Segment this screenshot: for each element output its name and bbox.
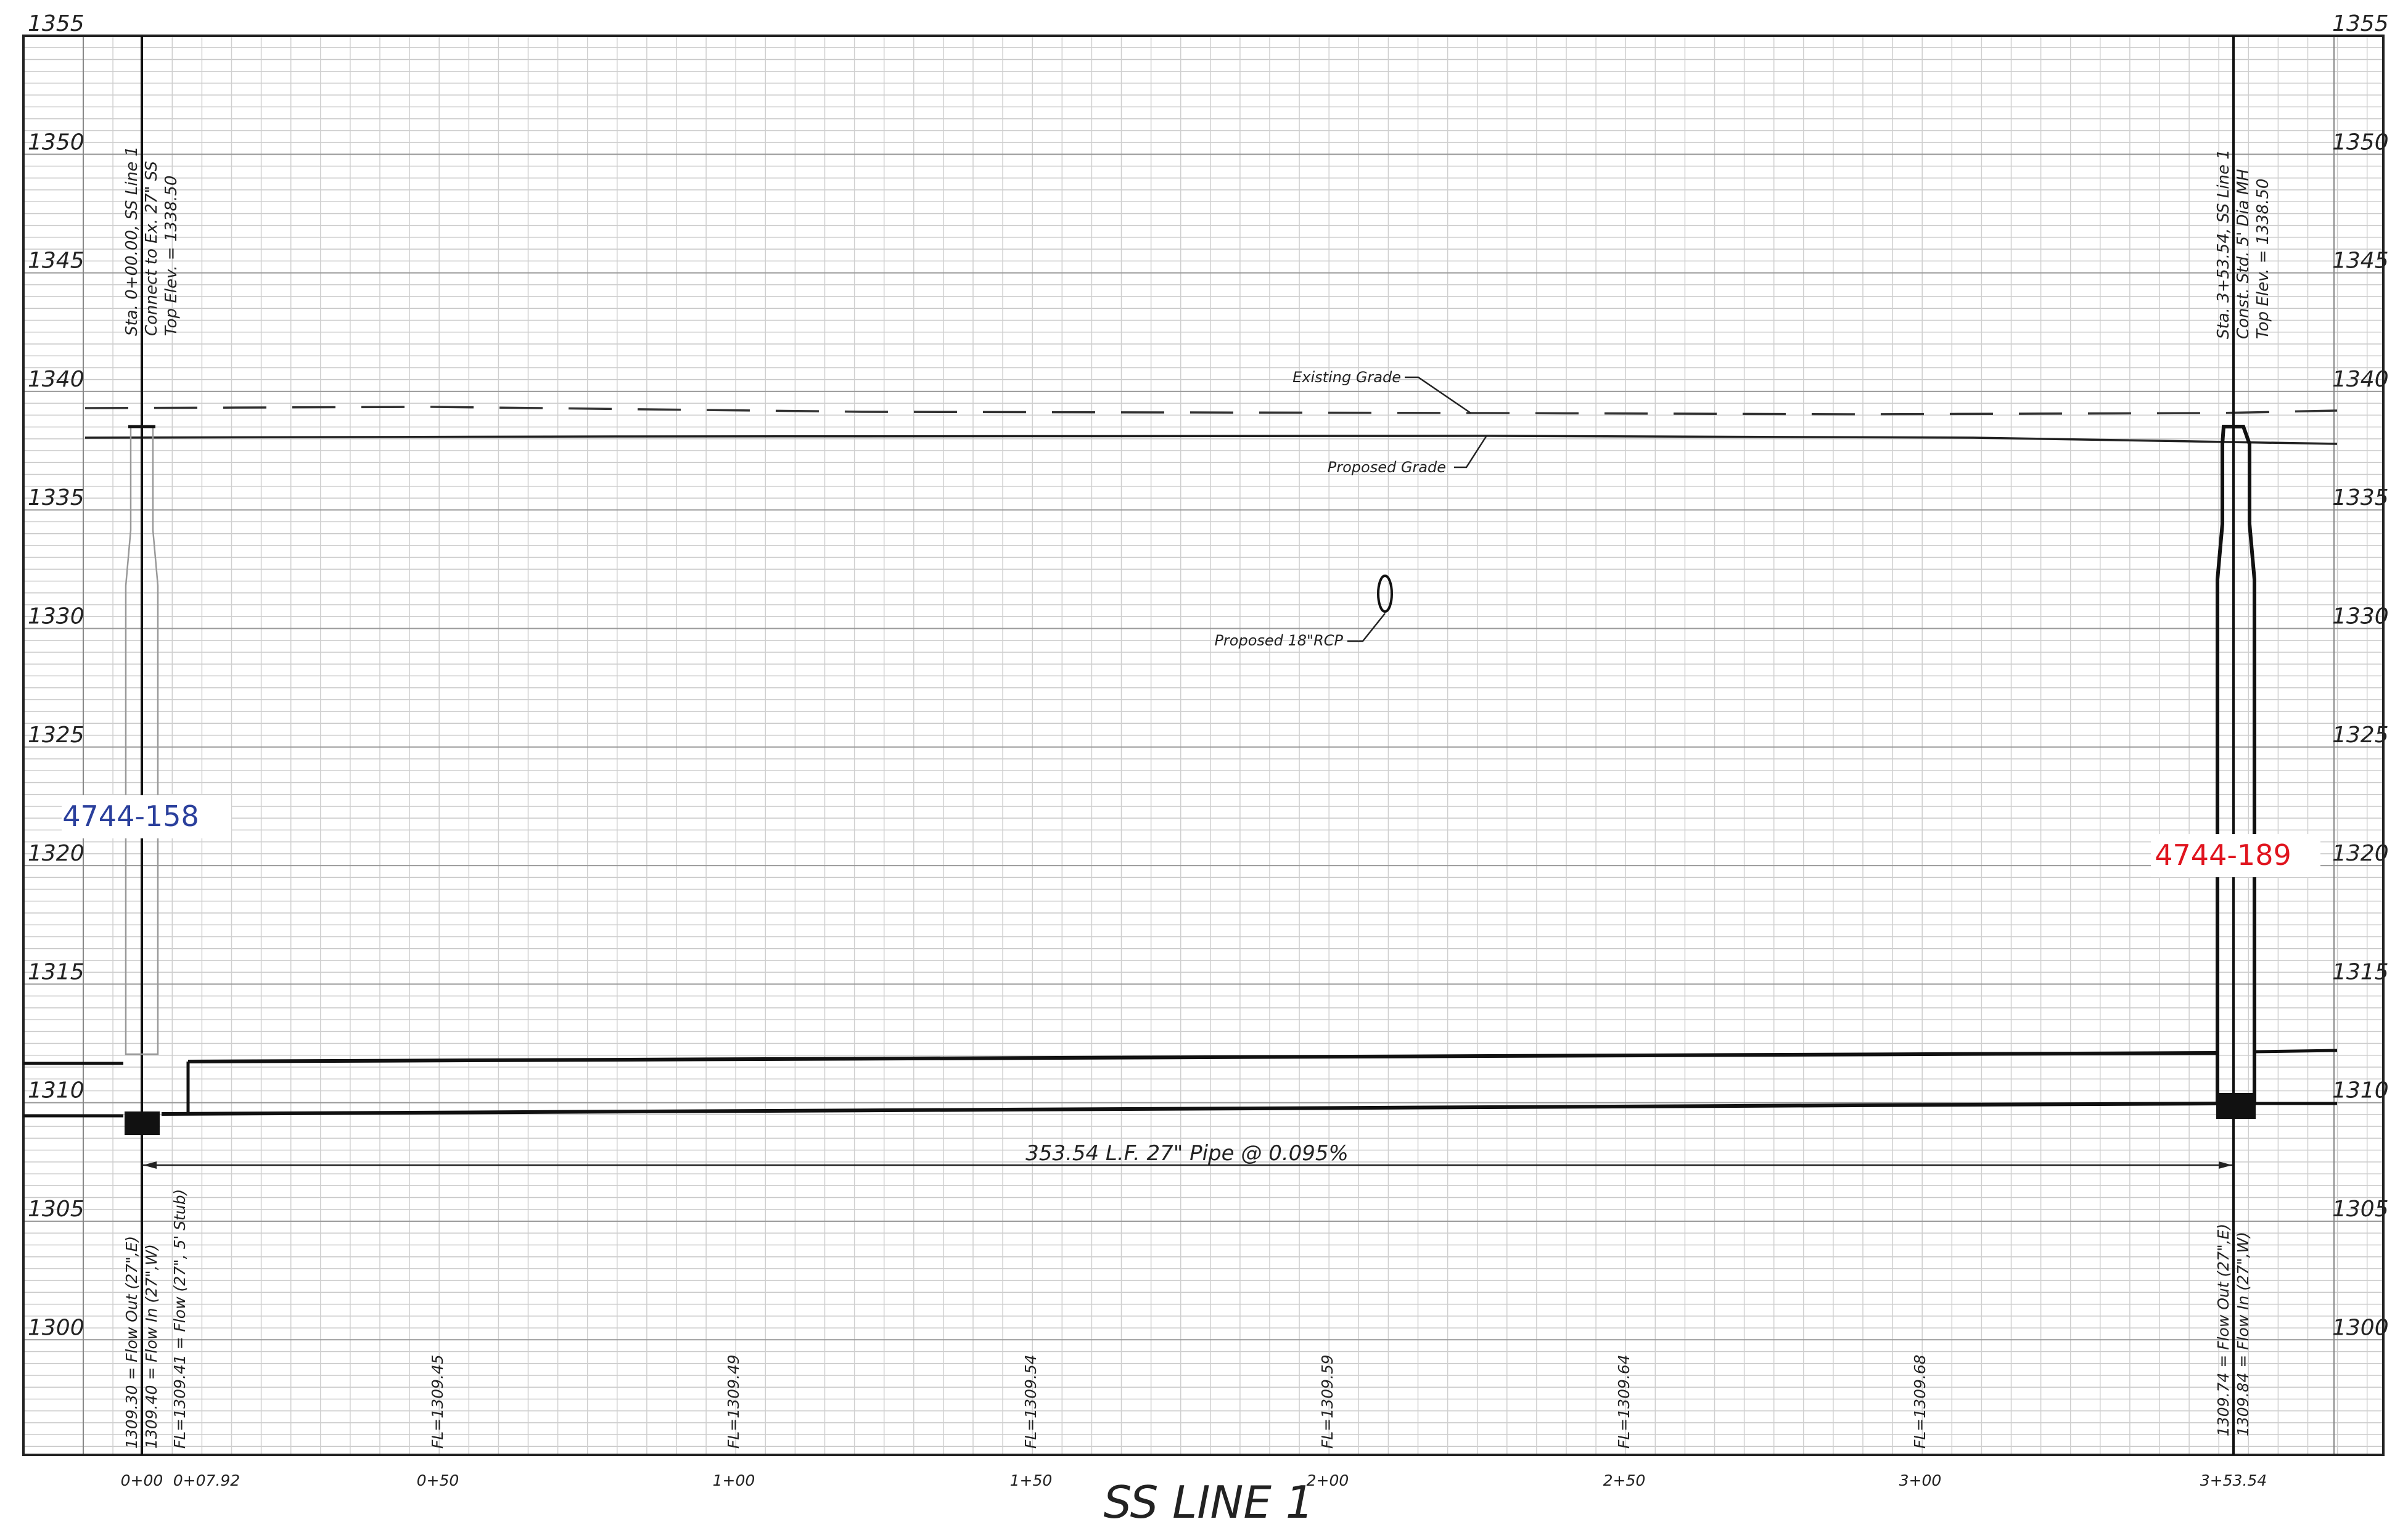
drawing-frame — [22, 35, 2385, 1456]
elevation-label-left: 1350 — [28, 129, 84, 155]
start-structure-bottom-notes: 1309.30 = Flow Out (27",E) 1309.40 = Flo… — [123, 1189, 189, 1449]
elevation-label-right: 1305 — [2332, 1197, 2389, 1222]
elevation-label-right: 1340 — [2332, 367, 2389, 392]
flowline-labels: FL=1309.45 FL=1309.49 FL=1309.54 FL=1309.59… — [429, 1354, 1929, 1449]
elevation-label-right: 1350 — [2332, 129, 2389, 155]
elevation-label-right: 1335 — [2332, 485, 2389, 510]
sheet-ref-left: 4744-158 — [62, 800, 199, 833]
end-structure-bottom-notes: 1309.74 = Flow Out (27",E) 1309.84 = Flo… — [2214, 1224, 2252, 1436]
svg-text:Sta. 3+53.54, SS Line 1: Sta. 3+53.54, SS Line 1 — [2214, 149, 2233, 339]
sheet-ref-right-bg — [2151, 834, 2320, 877]
station-label: 2+00 — [1307, 1472, 1349, 1489]
elevation-label-right: 1330 — [2332, 604, 2389, 629]
svg-text:1309.30 = Flow Out (27",E): 1309.30 = Flow Out (27",E) — [123, 1236, 141, 1449]
proposed-grade-label: Proposed Grade — [1328, 459, 1446, 476]
flowline-label: FL=1309.59 — [1318, 1354, 1336, 1449]
proposed-rcp-label: Proposed 18"RCP — [1214, 632, 1343, 649]
elevation-label-left: 1340 — [28, 367, 84, 392]
flowline-label: FL=1309.49 — [725, 1354, 742, 1449]
elevation-label-left: 1335 — [28, 485, 84, 510]
station-axis: 0+00 0+07.92 0+50 1+00 1+50 2+00 2+50 3+00 3+53.… — [121, 1472, 2267, 1489]
station-label: 3+00 — [1899, 1472, 1942, 1489]
station-label: 2+50 — [1603, 1472, 1646, 1489]
elevation-label-right: 1315 — [2332, 959, 2389, 984]
proposed-grade-line — [84, 435, 2338, 445]
station-label: 1+00 — [713, 1472, 755, 1489]
elevation-label-left: 1325 — [28, 722, 84, 748]
elevation-label-left: 1300 — [28, 1315, 84, 1340]
elevation-label-left: 1305 — [28, 1197, 84, 1222]
flowline-label: FL=1309.68 — [1911, 1354, 1929, 1449]
svg-text:1309.40 = Flow In (27",W): 1309.40 = Flow In (27",W) — [142, 1244, 160, 1449]
elevation-label-right: 1355 — [2332, 11, 2389, 36]
svg-text:Connect to Ex. 27" SS: Connect to Ex. 27" SS — [142, 161, 161, 336]
sheet-ref-left-bg — [62, 795, 231, 838]
elevation-label-left: 1320 — [28, 841, 84, 866]
station-label: 1+50 — [1010, 1472, 1053, 1489]
svg-text:Top Elev. = 1338.50: Top Elev. = 1338.50 — [162, 176, 181, 336]
elevation-label-right: 1300 — [2332, 1315, 2389, 1340]
flowline-label: FL=1309.54 — [1022, 1354, 1040, 1449]
elevation-label-left: 1355 — [28, 11, 84, 36]
svg-text:Sta. 0+00.00, SS Line 1: Sta. 0+00.00, SS Line 1 — [123, 146, 141, 336]
station-label: 0+07.92 — [173, 1472, 240, 1489]
elevation-label-right: 1320 — [2332, 841, 2389, 866]
end-structure-top-notes: Sta. 3+53.54, SS Line 1 Const. Std. 5' D… — [2214, 149, 2272, 339]
svg-text:Const. Std. 5' Dia MH: Const. Std. 5' Dia MH — [2234, 169, 2253, 339]
station-label: 0+00 — [121, 1472, 163, 1489]
pipe-27in — [23, 1049, 2338, 1118]
end-invert-block — [2216, 1093, 2256, 1119]
station-label: 3+53.54 — [2200, 1472, 2267, 1489]
elevation-label-right: 1345 — [2332, 248, 2389, 274]
svg-text:1309.84 = Flow In (27",W): 1309.84 = Flow In (27",W) — [2234, 1232, 2252, 1436]
start-structure — [125, 36, 160, 1455]
existing-grade-line — [84, 406, 2338, 415]
drawing-title: SS LINE 1 — [1103, 1476, 1313, 1528]
elevation-label-left: 1345 — [28, 248, 84, 274]
end-structure — [2216, 36, 2256, 1455]
existing-grade-label: Existing Grade — [1292, 369, 1401, 386]
elevation-label-left: 1315 — [28, 959, 84, 984]
flowline-label: FL=1309.64 — [1615, 1354, 1633, 1449]
svg-text:1309.74 = Flow Out (27",E): 1309.74 = Flow Out (27",E) — [2214, 1224, 2232, 1436]
pipe-dimension-line — [143, 1161, 2232, 1169]
svg-text:FL=1309.41 = Flow (27", 5' Stu: FL=1309.41 = Flow (27", 5' Stub) — [171, 1189, 189, 1449]
elevation-label-left: 1310 — [28, 1078, 84, 1103]
pipe-run-label: 353.54 L.F. 27" Pipe @ 0.095% — [1025, 1141, 1349, 1166]
elevation-label-left: 1330 — [28, 604, 84, 629]
flowline-label: FL=1309.45 — [429, 1354, 446, 1449]
elevation-label-right: 1325 — [2332, 722, 2389, 748]
start-invert-block — [125, 1111, 160, 1135]
elevation-label-right: 1310 — [2332, 1078, 2389, 1103]
callout-leaders — [1347, 376, 1487, 642]
elevation-axis: 1355 1355 1350 1350 1345 1345 1340 1340 1335 1335… — [28, 11, 2389, 1340]
rcp-pipe-symbol — [1377, 575, 1393, 613]
sheet-ref-right: 4744-189 — [2155, 838, 2291, 872]
start-structure-top-notes: Sta. 0+00.00, SS Line 1 Connect to Ex. 2… — [123, 146, 181, 336]
svg-text:Top Elev. = 1338.50: Top Elev. = 1338.50 — [2254, 179, 2272, 339]
station-label: 0+50 — [417, 1472, 459, 1489]
